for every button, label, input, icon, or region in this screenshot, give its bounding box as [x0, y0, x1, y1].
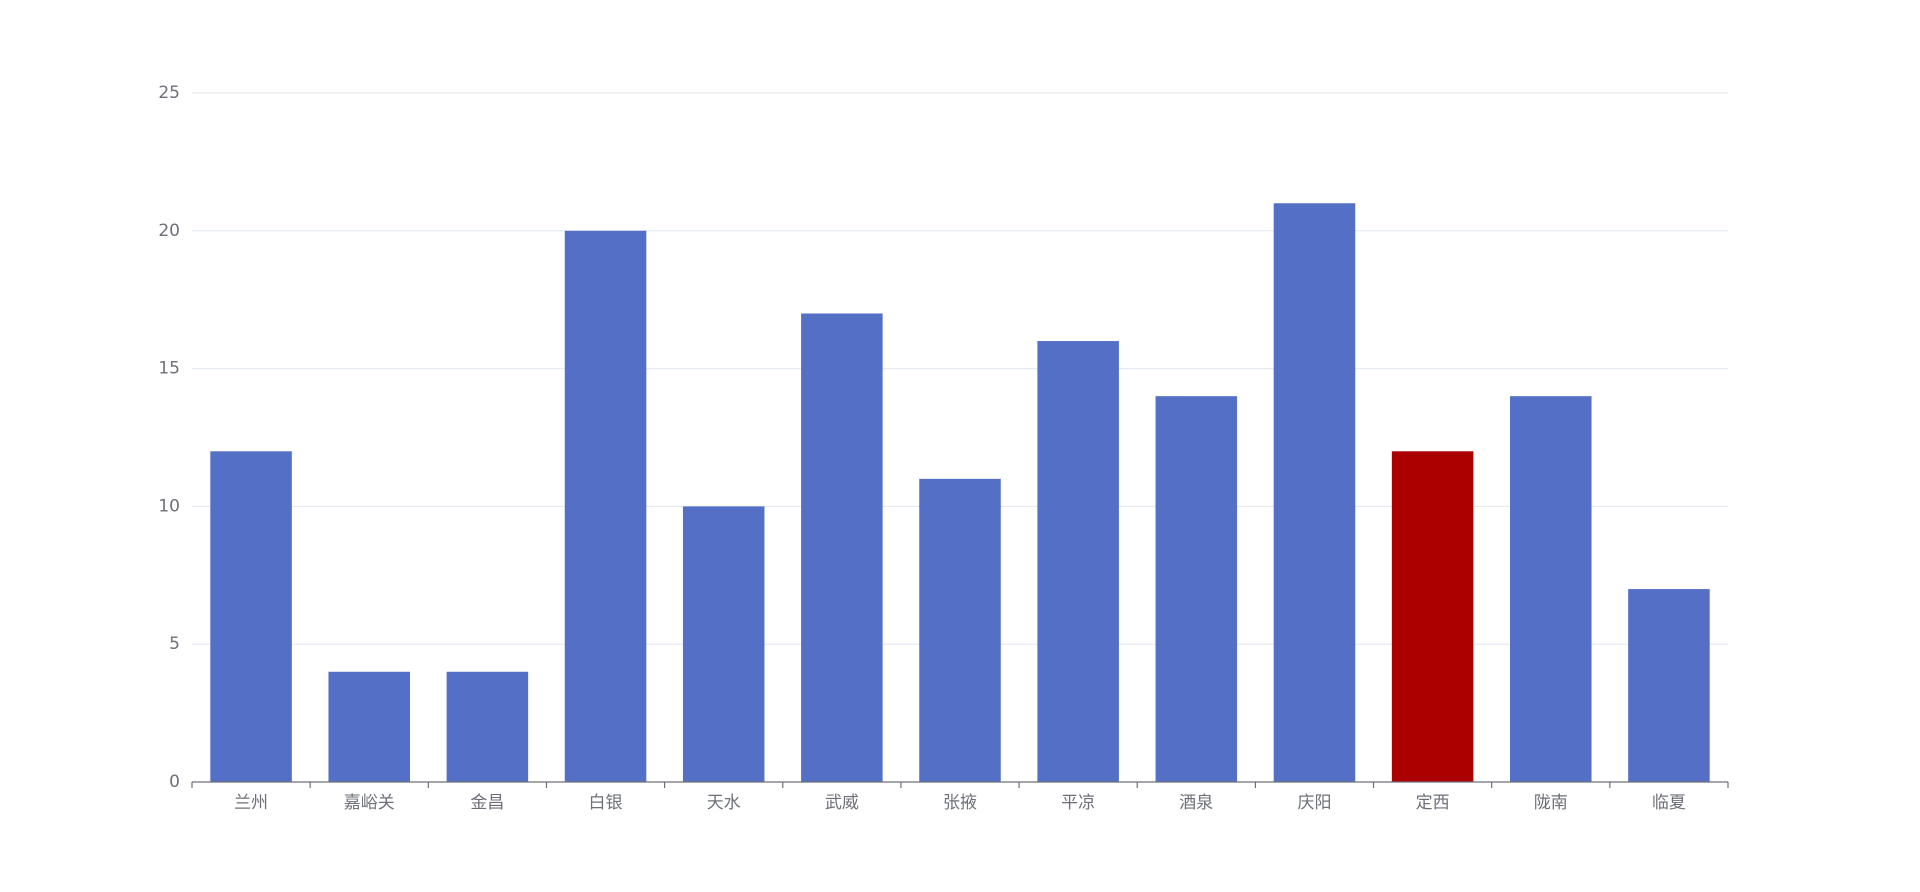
bar: [328, 671, 410, 782]
x-tick-label: 临夏: [1652, 793, 1686, 813]
bar: [1510, 396, 1592, 782]
bar: [210, 451, 292, 782]
x-tick-label: 定西: [1416, 793, 1450, 813]
bar: [1037, 341, 1119, 782]
x-tick-label: 嘉峪关: [344, 793, 395, 813]
x-tick-label: 酒泉: [1179, 793, 1213, 813]
y-tick-label: 20: [158, 221, 180, 241]
bar: [1628, 589, 1710, 782]
y-tick-label: 25: [158, 83, 180, 103]
y-tick-label: 5: [169, 634, 180, 654]
x-tick-label: 张掖: [943, 793, 977, 813]
y-tick-label: 10: [158, 496, 180, 516]
x-tick-label: 兰州: [234, 793, 268, 813]
y-tick-label: 15: [158, 359, 180, 379]
bar: [446, 671, 529, 782]
x-tick-label: 白银: [589, 793, 623, 813]
bar: [682, 506, 765, 782]
y-tick-label: 0: [169, 772, 180, 792]
x-tick-label: 庆阳: [1297, 793, 1331, 813]
bar: [801, 313, 883, 782]
x-tick-label: 天水: [707, 793, 741, 813]
bar: [1155, 396, 1238, 782]
bar: [919, 478, 1001, 782]
x-tick-label: 平凉: [1061, 793, 1095, 813]
x-tick-label: 陇南: [1534, 793, 1568, 813]
x-tick-label: 金昌: [470, 793, 504, 813]
x-tick-label: 武威: [825, 793, 859, 813]
bar: [1391, 451, 1474, 782]
bar: [564, 230, 647, 783]
bar: [1273, 203, 1356, 783]
